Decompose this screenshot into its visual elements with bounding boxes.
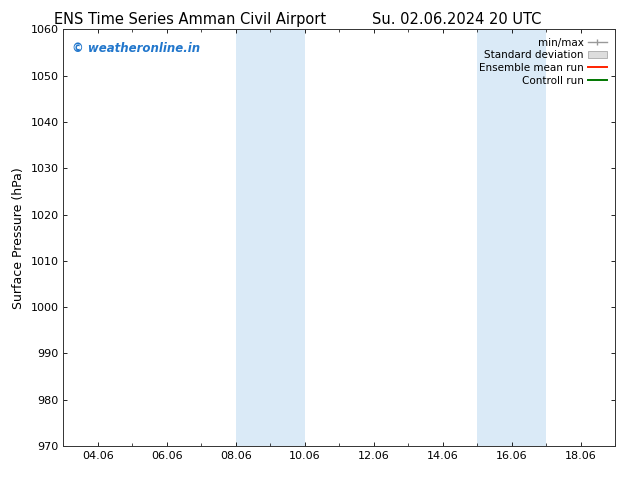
Bar	[477, 29, 546, 446]
Y-axis label: Surface Pressure (hPa): Surface Pressure (hPa)	[12, 167, 25, 309]
Text: Su. 02.06.2024 20 UTC: Su. 02.06.2024 20 UTC	[372, 12, 541, 27]
Bar	[236, 29, 305, 446]
Text: ENS Time Series Amman Civil Airport: ENS Time Series Amman Civil Airport	[54, 12, 327, 27]
Legend: min/max, Standard deviation, Ensemble mean run, Controll run: min/max, Standard deviation, Ensemble me…	[476, 35, 610, 89]
Text: © weatheronline.in: © weatheronline.in	[72, 42, 200, 55]
